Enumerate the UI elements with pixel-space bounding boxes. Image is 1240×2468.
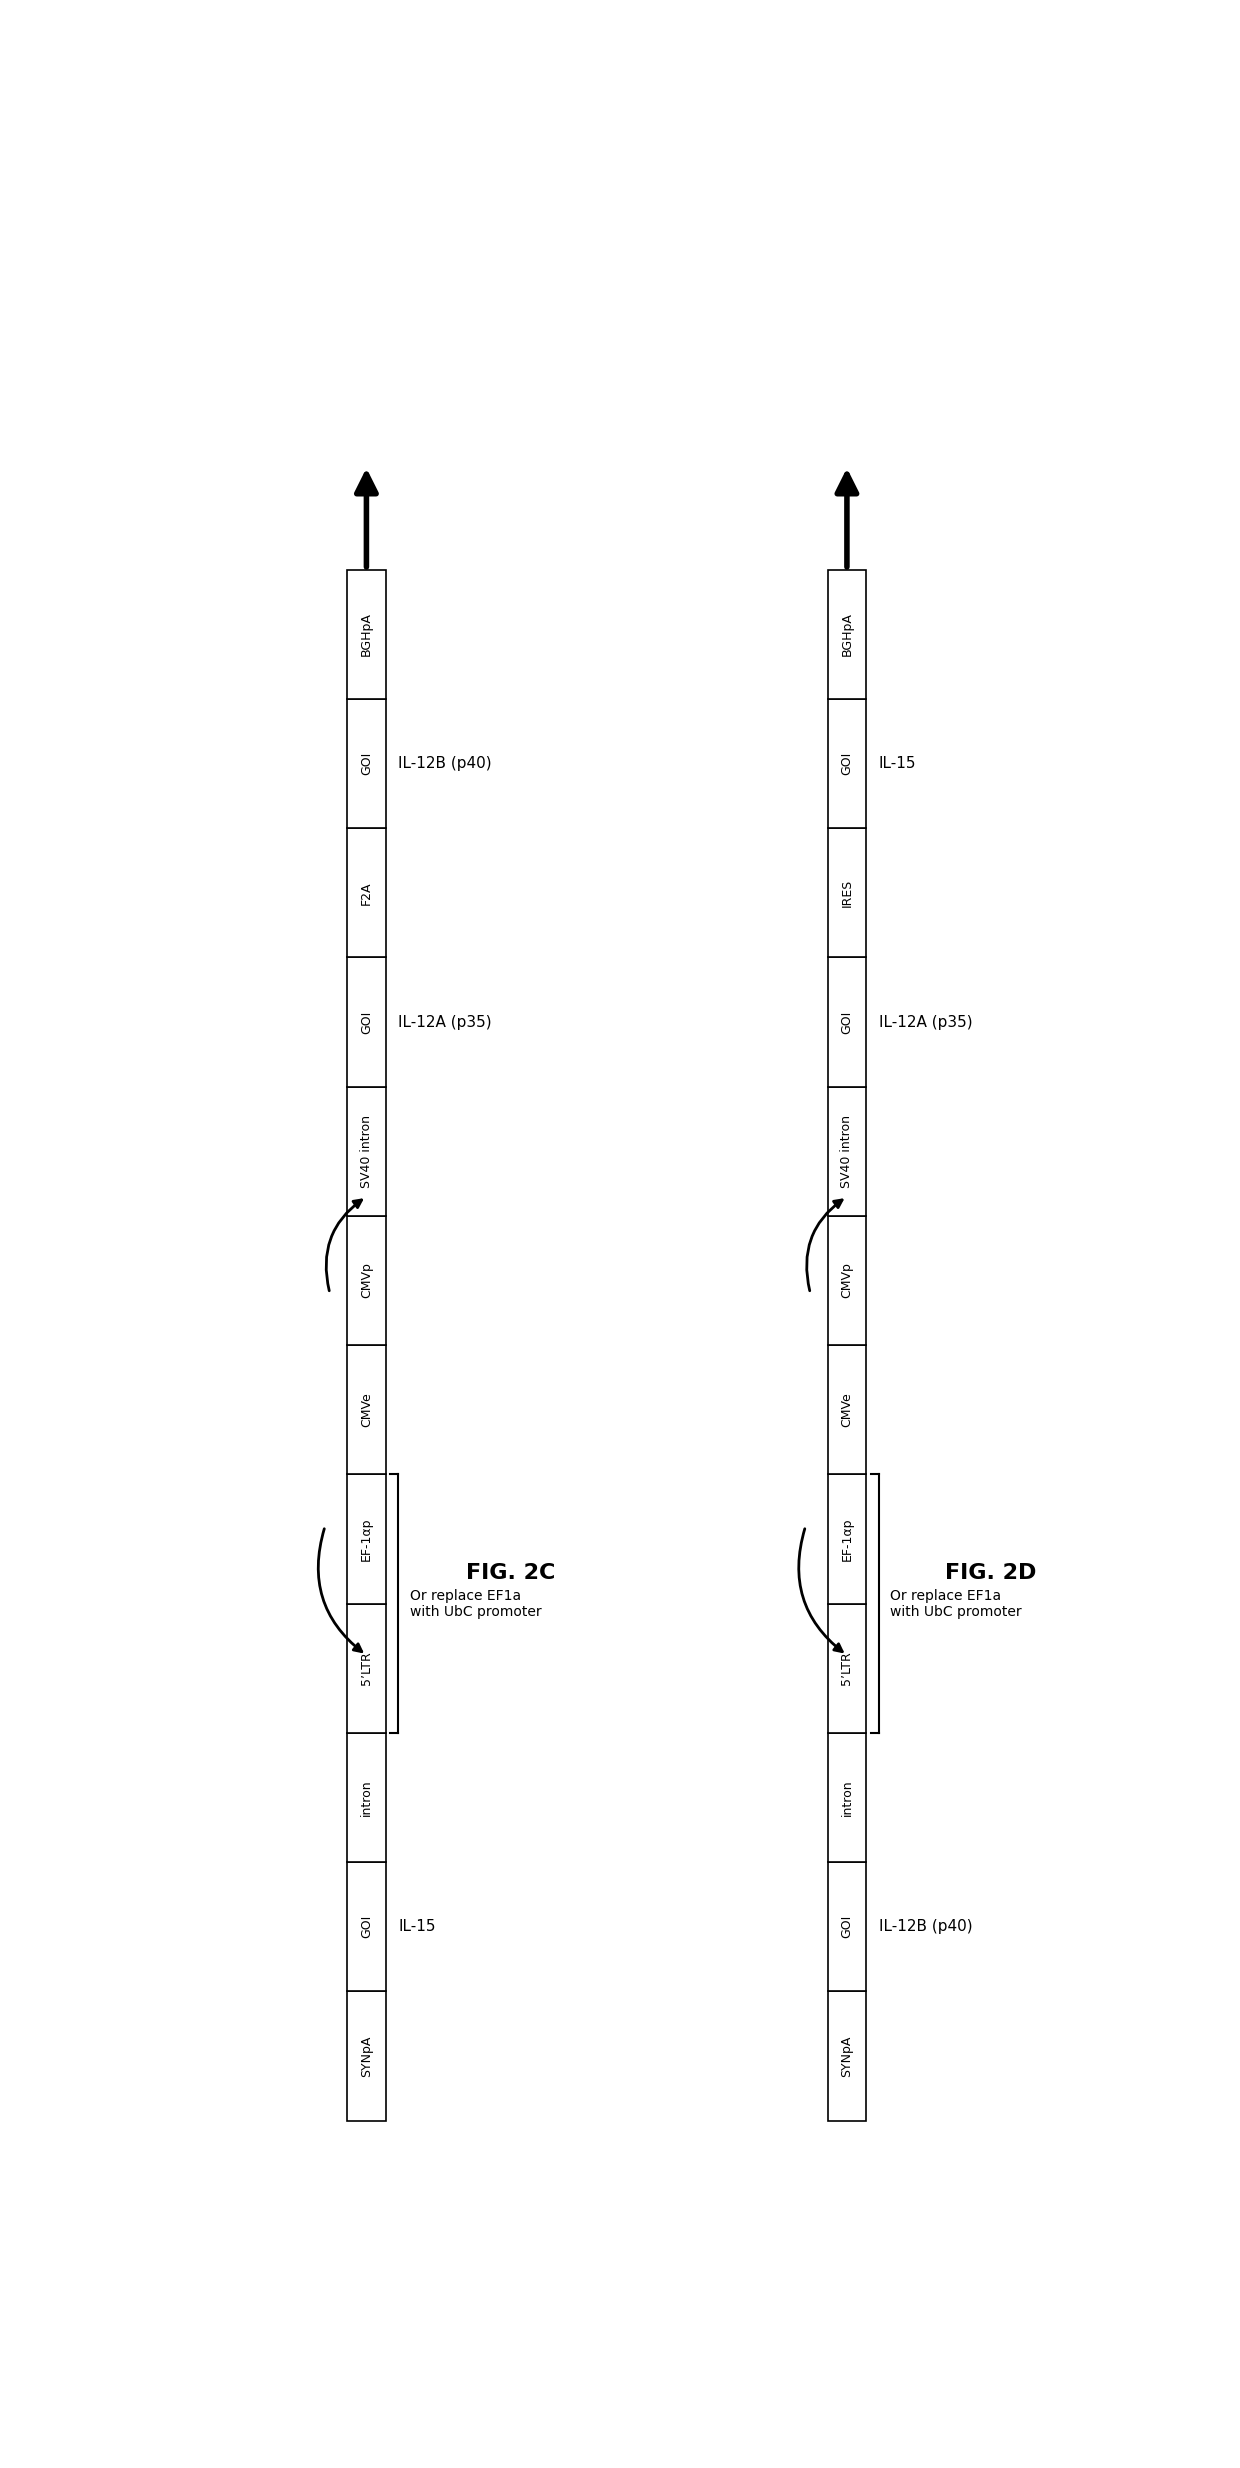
Bar bbox=[828, 1861, 866, 1992]
Text: GOI: GOI bbox=[841, 1009, 853, 1034]
Bar bbox=[828, 829, 866, 958]
Text: FIG. 2D: FIG. 2D bbox=[945, 1562, 1037, 1582]
Bar bbox=[828, 1733, 866, 1861]
Text: FIG. 2C: FIG. 2C bbox=[466, 1562, 556, 1582]
Bar bbox=[347, 829, 386, 958]
Bar bbox=[347, 1345, 386, 1473]
Bar bbox=[828, 1217, 866, 1345]
Text: IL-15: IL-15 bbox=[398, 1920, 435, 1935]
Text: IL-12B (p40): IL-12B (p40) bbox=[398, 755, 492, 770]
Text: BGHpA: BGHpA bbox=[841, 612, 853, 656]
Bar bbox=[347, 1861, 386, 1992]
Bar bbox=[828, 1086, 866, 1217]
Bar bbox=[828, 1604, 866, 1733]
Bar bbox=[347, 958, 386, 1086]
Text: SYNpA: SYNpA bbox=[360, 2036, 373, 2076]
Text: EF-1αp: EF-1αp bbox=[841, 1518, 853, 1560]
Text: Or replace EF1a
with UbC promoter: Or replace EF1a with UbC promoter bbox=[890, 1589, 1022, 1619]
Text: SV40 intron: SV40 intron bbox=[841, 1116, 853, 1187]
Text: EF-1αp: EF-1αp bbox=[360, 1518, 373, 1560]
Text: CMVp: CMVp bbox=[360, 1264, 373, 1298]
Text: SYNpA: SYNpA bbox=[841, 2036, 853, 2076]
Text: GOI: GOI bbox=[841, 753, 853, 775]
Bar bbox=[347, 1604, 386, 1733]
Bar bbox=[347, 1217, 386, 1345]
Text: IL-12A (p35): IL-12A (p35) bbox=[398, 1014, 492, 1029]
Text: CMVe: CMVe bbox=[841, 1392, 853, 1427]
Text: Or replace EF1a
with UbC promoter: Or replace EF1a with UbC promoter bbox=[409, 1589, 542, 1619]
Text: IL-12A (p35): IL-12A (p35) bbox=[879, 1014, 972, 1029]
Bar bbox=[347, 1086, 386, 1217]
Bar bbox=[828, 570, 866, 698]
Text: CMVp: CMVp bbox=[841, 1264, 853, 1298]
Text: GOI: GOI bbox=[841, 1915, 853, 1937]
Text: 5’LTR: 5’LTR bbox=[841, 1651, 853, 1686]
Bar bbox=[347, 698, 386, 829]
Text: 5’LTR: 5’LTR bbox=[360, 1651, 373, 1686]
Text: GOI: GOI bbox=[360, 1009, 373, 1034]
Text: IL-12B (p40): IL-12B (p40) bbox=[879, 1920, 972, 1935]
Text: SV40 intron: SV40 intron bbox=[360, 1116, 373, 1187]
Bar bbox=[828, 1992, 866, 2120]
Text: CMVe: CMVe bbox=[360, 1392, 373, 1427]
Text: BGHpA: BGHpA bbox=[360, 612, 373, 656]
Text: F2A: F2A bbox=[360, 881, 373, 906]
Text: IL-15: IL-15 bbox=[879, 755, 916, 770]
Bar bbox=[828, 698, 866, 829]
Bar bbox=[347, 570, 386, 698]
Bar bbox=[347, 1473, 386, 1604]
Bar bbox=[828, 1345, 866, 1473]
Bar bbox=[828, 1473, 866, 1604]
Bar bbox=[347, 1992, 386, 2120]
Text: IRES: IRES bbox=[841, 879, 853, 908]
Text: intron: intron bbox=[360, 1779, 373, 1816]
Bar bbox=[828, 958, 866, 1086]
Text: GOI: GOI bbox=[360, 1915, 373, 1937]
Text: GOI: GOI bbox=[360, 753, 373, 775]
Bar bbox=[347, 1733, 386, 1861]
Text: intron: intron bbox=[841, 1779, 853, 1816]
